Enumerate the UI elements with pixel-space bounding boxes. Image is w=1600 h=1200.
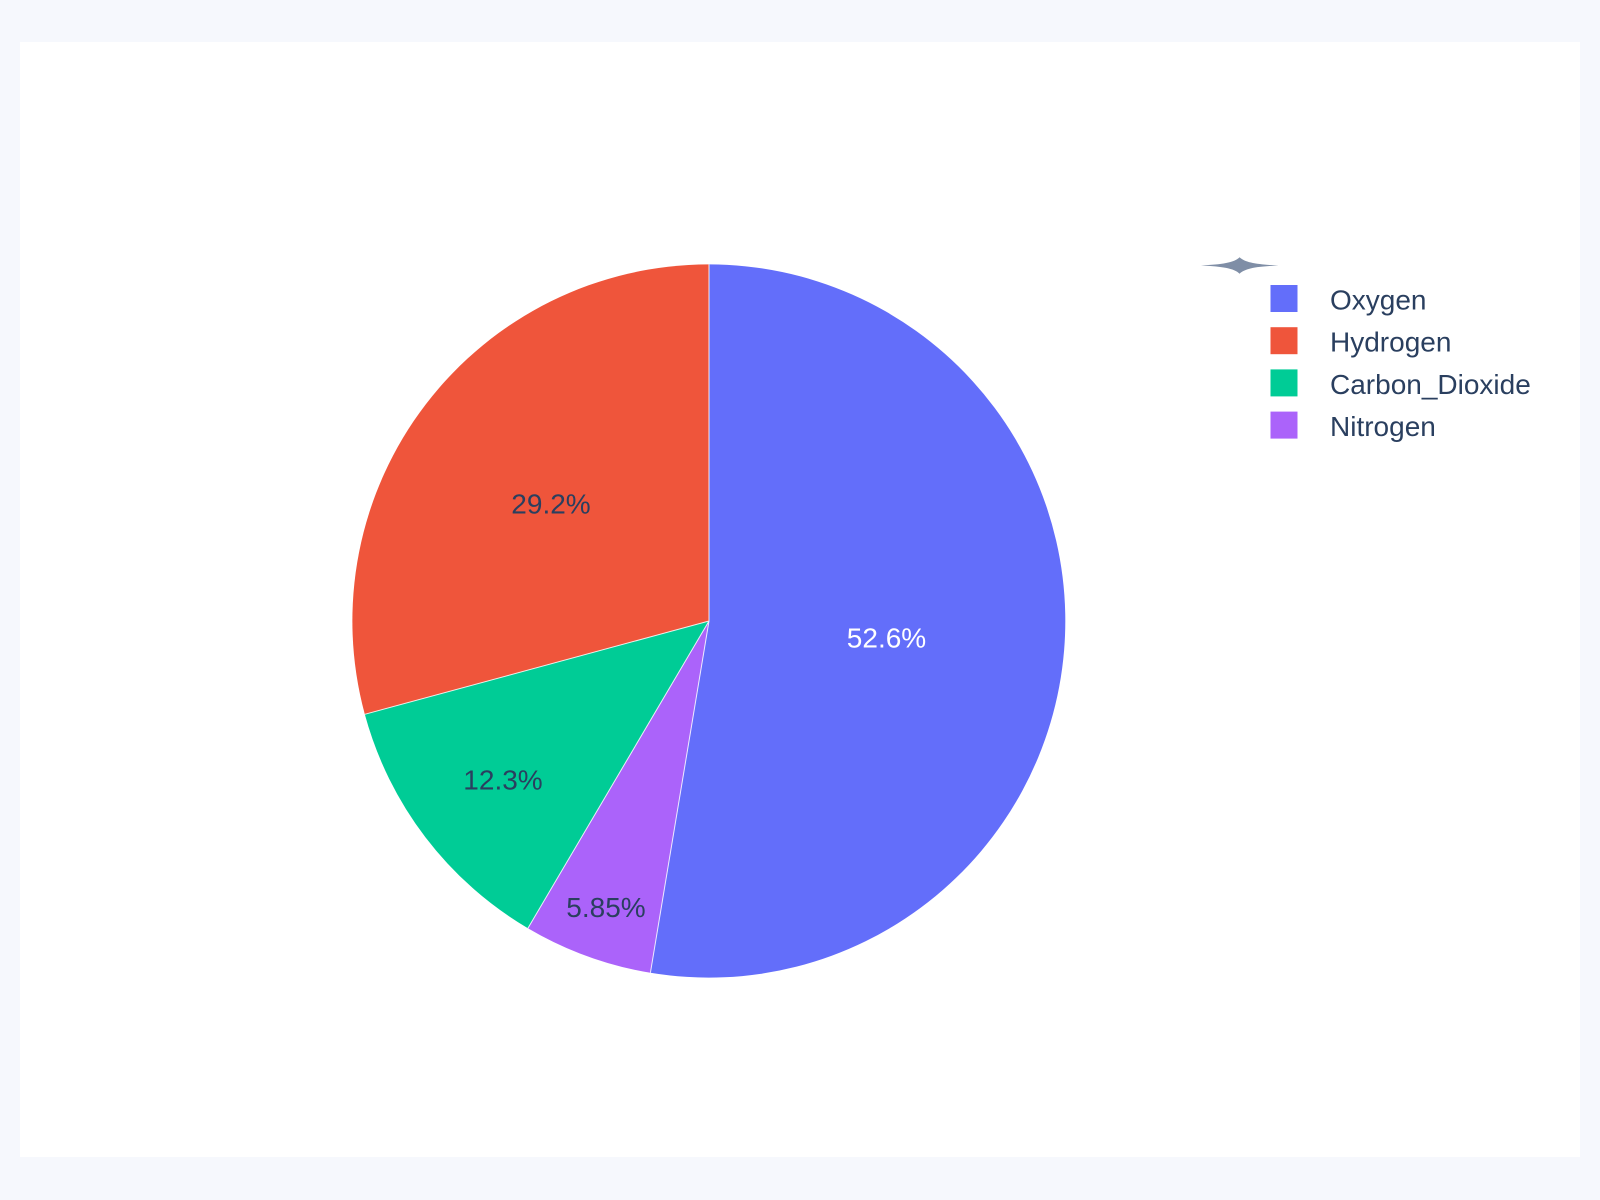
svg-text:5.85%: 5.85% (566, 892, 645, 923)
svg-text:Carbon_Dioxide: Carbon_Dioxide (1330, 369, 1531, 400)
svg-text:12.3%: 12.3% (463, 765, 542, 796)
svg-text:Nitrogen: Nitrogen (1330, 411, 1436, 442)
svg-text:Hydrogen: Hydrogen (1330, 327, 1451, 358)
svg-text:29.2%: 29.2% (511, 489, 590, 520)
svg-text:52.6%: 52.6% (847, 623, 926, 654)
svg-text:Oxygen: Oxygen (1330, 284, 1427, 315)
